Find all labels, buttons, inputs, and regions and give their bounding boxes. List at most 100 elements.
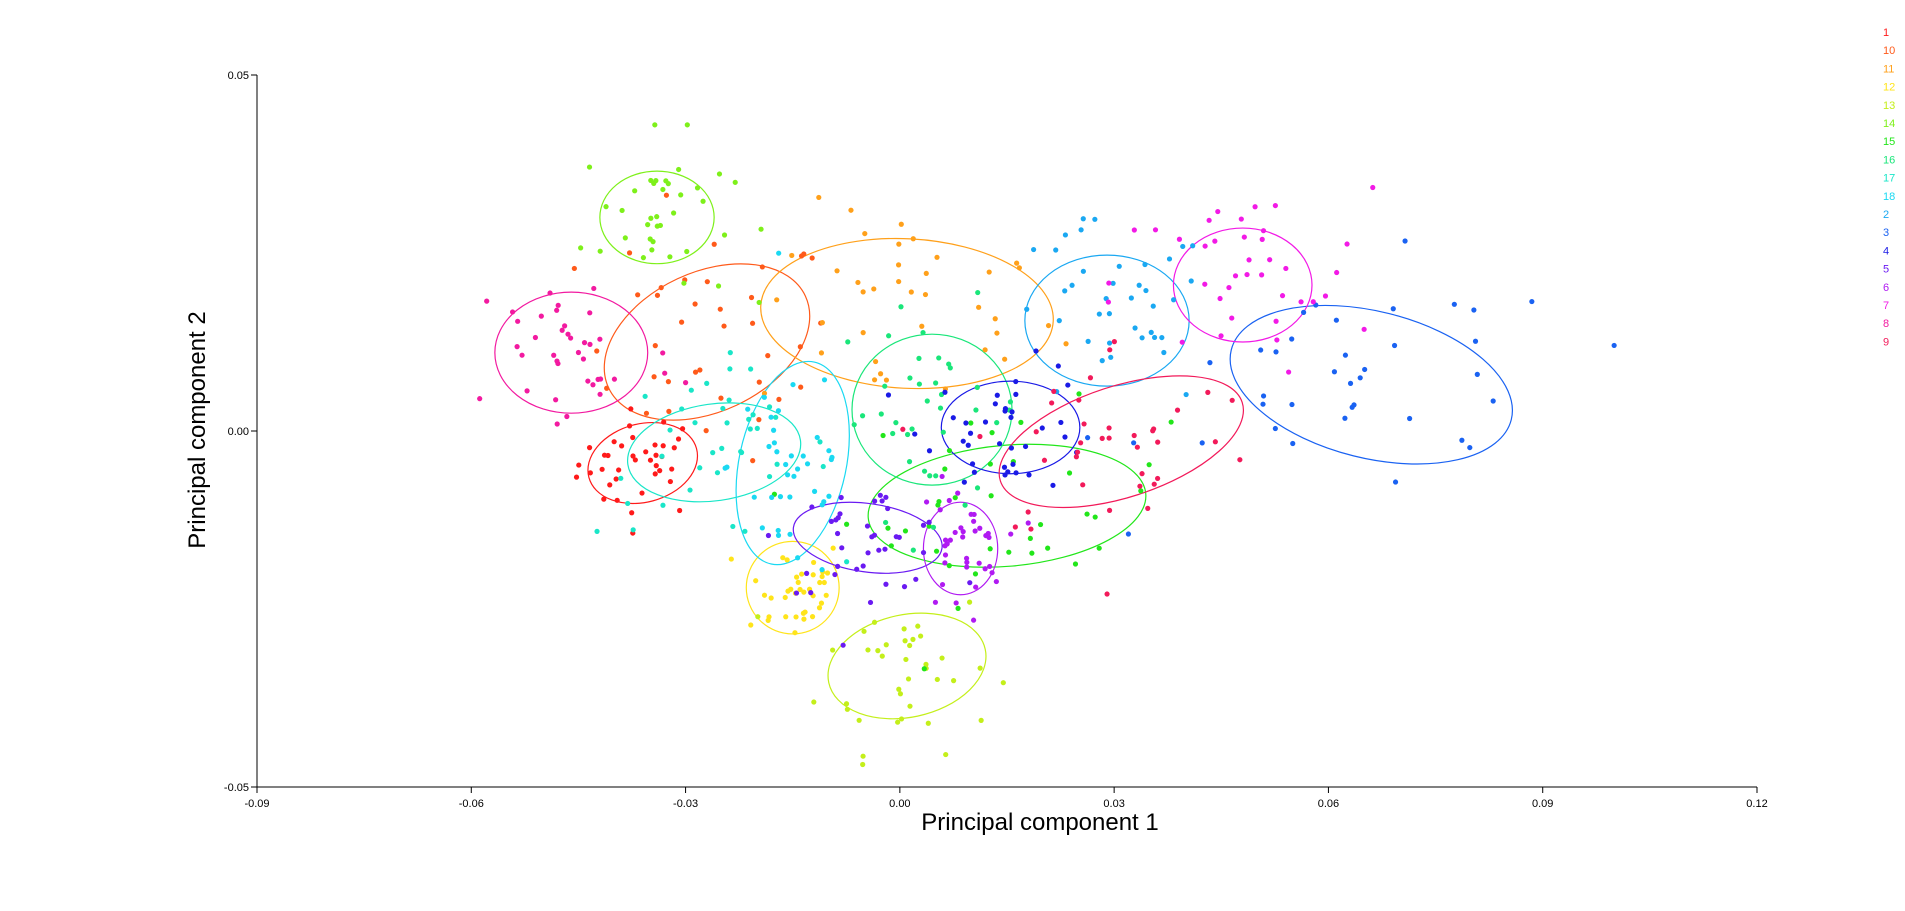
point-group-12 bbox=[768, 595, 774, 601]
point-group-14 bbox=[721, 232, 728, 238]
ellipse-group-2 bbox=[1024, 254, 1190, 387]
point-group-3 bbox=[1471, 307, 1477, 313]
point-group-13 bbox=[856, 717, 862, 723]
point-group-11 bbox=[855, 279, 861, 286]
point-group-3 bbox=[1272, 425, 1278, 432]
point-group-14 bbox=[756, 299, 762, 306]
point-group-17 bbox=[687, 487, 693, 493]
point-group-11 bbox=[898, 221, 904, 227]
point-group-4 bbox=[994, 392, 1000, 398]
point-group-18 bbox=[791, 473, 797, 479]
point-group-7 bbox=[1260, 228, 1267, 234]
point-group-15 bbox=[1092, 514, 1098, 520]
point-group-17 bbox=[747, 426, 753, 432]
point-group-8 bbox=[587, 341, 593, 347]
point-group-17 bbox=[844, 559, 850, 565]
point-group-18 bbox=[770, 427, 777, 433]
point-group-7 bbox=[1212, 238, 1218, 244]
point-group-8 bbox=[519, 352, 525, 358]
point-group-1 bbox=[630, 453, 636, 459]
point-group-17 bbox=[738, 448, 744, 455]
point-group-15 bbox=[1066, 470, 1073, 476]
point-group-14 bbox=[640, 255, 647, 261]
point-group-6 bbox=[963, 555, 970, 561]
point-group-6 bbox=[960, 534, 966, 540]
point-group-11 bbox=[761, 390, 768, 396]
point-group-3 bbox=[1467, 444, 1473, 451]
point-group-15 bbox=[1138, 488, 1144, 494]
point-group-1 bbox=[657, 468, 663, 474]
point-group-1 bbox=[661, 419, 667, 425]
point-group-13 bbox=[915, 623, 921, 629]
point-group-8 bbox=[484, 298, 490, 304]
point-group-10 bbox=[651, 374, 657, 380]
point-group-5 bbox=[872, 498, 878, 504]
point-group-5 bbox=[920, 522, 927, 528]
point-group-10 bbox=[697, 367, 703, 373]
point-group-13 bbox=[934, 676, 940, 683]
point-group-6 bbox=[973, 584, 979, 590]
x-tick-label: -0.06 bbox=[459, 798, 484, 810]
point-group-7 bbox=[1279, 293, 1286, 299]
point-group-3 bbox=[1472, 338, 1479, 344]
point-group-17 bbox=[594, 528, 600, 534]
point-group-2 bbox=[1024, 306, 1030, 312]
point-group-17 bbox=[618, 475, 624, 481]
point-group-2 bbox=[1062, 288, 1068, 294]
point-group-10 bbox=[721, 323, 727, 329]
point-group-12 bbox=[824, 570, 831, 576]
point-group-14 bbox=[578, 245, 584, 251]
point-group-9 bbox=[1073, 454, 1080, 460]
point-group-2 bbox=[1171, 297, 1177, 303]
point-group-8 bbox=[555, 360, 561, 367]
point-group-13 bbox=[966, 599, 973, 605]
point-group-4 bbox=[1065, 382, 1071, 388]
point-group-8 bbox=[585, 378, 591, 384]
point-group-16 bbox=[974, 384, 980, 390]
point-group-12 bbox=[801, 589, 807, 595]
point-group-12 bbox=[761, 592, 768, 598]
point-group-15 bbox=[942, 466, 948, 472]
point-group-3 bbox=[1407, 415, 1413, 422]
point-group-12 bbox=[818, 600, 825, 606]
point-group-16 bbox=[924, 398, 930, 404]
point-group-13 bbox=[907, 703, 913, 709]
point-group-7 bbox=[1274, 337, 1280, 343]
point-group-6 bbox=[939, 473, 945, 480]
point-group-4 bbox=[1050, 482, 1056, 488]
point-group-11 bbox=[872, 358, 879, 365]
point-group-7 bbox=[1152, 227, 1159, 233]
point-group-4 bbox=[1008, 414, 1014, 420]
point-group-6 bbox=[987, 563, 993, 570]
point-group-16 bbox=[883, 519, 889, 526]
point-group-10 bbox=[654, 292, 661, 298]
point-group-4 bbox=[1022, 443, 1029, 450]
point-group-12 bbox=[748, 622, 754, 628]
point-group-1 bbox=[652, 471, 658, 477]
point-group-18 bbox=[776, 250, 782, 256]
point-group-8 bbox=[524, 388, 530, 394]
point-group-4 bbox=[996, 441, 1003, 447]
point-group-10 bbox=[756, 417, 762, 423]
point-group-15 bbox=[1096, 545, 1102, 551]
point-group-4 bbox=[1013, 470, 1019, 476]
point-group-5 bbox=[883, 581, 889, 587]
ellipse-group-17 bbox=[626, 402, 802, 503]
point-group-10 bbox=[692, 369, 699, 375]
point-group-18 bbox=[766, 443, 772, 450]
point-group-14 bbox=[654, 214, 660, 220]
point-group-18 bbox=[821, 499, 827, 505]
point-group-14 bbox=[758, 226, 764, 232]
legend-entry-14: 14 bbox=[1883, 118, 1895, 130]
point-group-12 bbox=[780, 555, 786, 561]
point-group-18 bbox=[787, 531, 793, 537]
point-group-4 bbox=[1055, 363, 1061, 369]
legend-entry-8: 8 bbox=[1883, 318, 1889, 330]
point-group-8 bbox=[568, 335, 574, 341]
point-group-2 bbox=[1161, 349, 1167, 356]
point-group-11 bbox=[934, 254, 940, 260]
point-group-18 bbox=[774, 449, 780, 455]
point-group-8 bbox=[565, 331, 571, 337]
point-group-7 bbox=[1218, 333, 1224, 339]
point-group-2 bbox=[1136, 282, 1142, 288]
